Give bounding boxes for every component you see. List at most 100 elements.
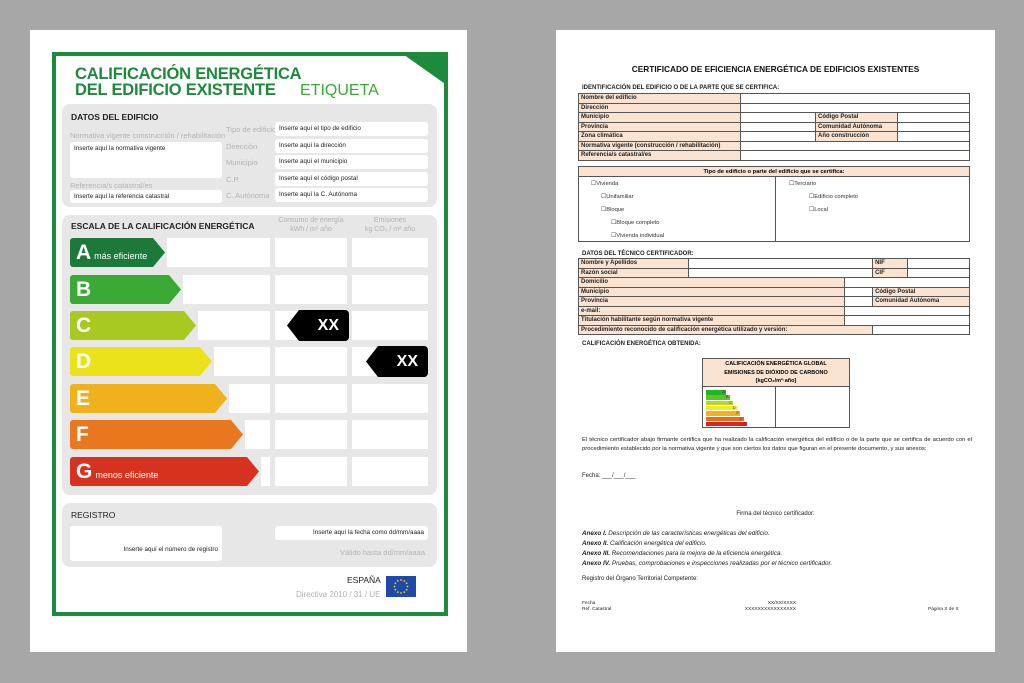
checkbox-label: Vivienda individual — [616, 233, 665, 239]
footer-ref-label: Ref. Catastral — [582, 607, 612, 612]
row-label: e-mail: — [578, 305, 845, 316]
rating-row-fill — [167, 238, 270, 267]
row-value[interactable] — [843, 296, 874, 307]
row-value[interactable] — [897, 131, 970, 142]
row-label: Municipio — [578, 112, 741, 123]
datos-field-label: Tipo de edificio — [226, 125, 277, 134]
tipo-table: Tipo de edificio o parte del edificio qu… — [578, 166, 970, 242]
emisiones-cell — [352, 384, 428, 413]
table-row: e-mail: — [578, 305, 970, 316]
row-value[interactable] — [687, 267, 874, 278]
calificacion-value-cell[interactable] — [783, 391, 843, 425]
rating-row-fill — [261, 457, 270, 486]
row-value[interactable] — [843, 305, 970, 316]
datos-field-label: Dirección — [226, 141, 258, 151]
row-label: Titulación habilitante según normativa v… — [578, 315, 845, 326]
table-row: Normativa vigente (construcción / rehabi… — [578, 140, 970, 151]
row-value[interactable] — [687, 258, 874, 269]
consumo-header-1: Consumo de energía — [278, 217, 344, 224]
row-value[interactable] — [897, 112, 970, 123]
referencia-field[interactable]: Inserte aquí la referencia catastral — [70, 190, 222, 203]
row-value[interactable] — [843, 286, 874, 297]
title-line-1: CALIFICACIÓN ENERGÉTICA — [75, 65, 302, 83]
checkbox-label: Terciario — [794, 181, 817, 187]
datos-field-input[interactable]: Inserte aquí el código postal — [275, 171, 428, 186]
row-value[interactable] — [740, 150, 970, 161]
row-value[interactable] — [907, 258, 970, 269]
table-row: Referencia/s catastral/es — [578, 150, 970, 161]
datos-field-input[interactable]: Inserte aquí el municipio — [275, 155, 428, 169]
row-value[interactable] — [740, 93, 970, 104]
consumo-cell — [275, 238, 347, 267]
datos-field-input[interactable]: Inserte aquí la dirección — [275, 138, 428, 153]
checkbox-edificio-completo[interactable]: ☐Edificio completo — [809, 194, 859, 200]
checkbox-local[interactable]: ☐Local — [809, 207, 829, 213]
mini-rating-bar: D — [706, 405, 737, 411]
registro-fecha-field[interactable]: Inserte aquí la fecha como dd/mm/aaaa — [275, 526, 428, 540]
registro-numero-field[interactable]: Inserte aquí el número de registro — [70, 526, 222, 561]
checkbox-bloque-completo[interactable]: ☐Bloque completo — [611, 220, 660, 226]
table-row: Nombre y Apellidos NIF — [578, 258, 970, 269]
anexo-item: Anexo II. Calificación energética del ed… — [582, 539, 832, 549]
consumo-cell — [275, 420, 347, 449]
footer-labels: Fecha Ref. Catastral — [582, 601, 611, 613]
row-value[interactable] — [740, 102, 970, 113]
table-row: Municipio Código Postal — [578, 286, 970, 297]
firma-label: Firma del técnico certificador: — [736, 511, 815, 517]
table-row: Titulación habilitante según normativa v… — [578, 315, 970, 326]
referencia-label: Referencia/s catastral/es — [70, 181, 153, 190]
row-value[interactable] — [740, 140, 970, 151]
row-value[interactable] — [843, 277, 970, 288]
label-frame — [52, 52, 448, 616]
row-label: Comunidad Autónoma — [815, 121, 898, 132]
emisiones-indicator: XX — [366, 346, 428, 377]
rating-row-fill — [198, 311, 270, 340]
anexo-label: Anexo II. — [582, 540, 609, 547]
fecha-line[interactable]: Fecha: ___/___/___ — [582, 473, 636, 479]
declaration-text: El técnico certificador abajo firmante c… — [582, 437, 972, 452]
tipo-divider — [775, 177, 776, 241]
box-line-3: [kgCO₂/m²·año] — [755, 378, 797, 384]
table-row: Procedimiento reconocido de calificación… — [577, 324, 970, 335]
emisiones-header-2: kg CO₂ / m² año — [364, 226, 416, 233]
anexo-text: Calificación energética del edificio. — [610, 540, 707, 547]
row-value[interactable] — [843, 315, 970, 326]
rating-bar-d: D — [70, 347, 212, 376]
anexo-label: Anexo IV. — [582, 560, 611, 567]
datos-field-input[interactable]: Inserte aquí la C. Autónoma — [275, 188, 428, 202]
row-value[interactable] — [740, 131, 816, 142]
rating-letter: E — [76, 387, 91, 410]
row-value[interactable] — [907, 267, 970, 278]
row-value[interactable] — [897, 121, 970, 132]
datos-field-input[interactable]: Inserte aquí el tipo de edificio — [275, 122, 428, 136]
anexo-text: Recomendaciones para la mejora de la efi… — [611, 550, 783, 557]
datos-panel: DATOS DEL EDIFICIO Normativa vigente con… — [62, 104, 437, 207]
row-value[interactable] — [740, 121, 816, 132]
rating-bar-e: E — [70, 384, 227, 413]
checkbox-label: Bloque completo — [616, 220, 660, 226]
row-label: Dirección — [578, 102, 741, 113]
footer-fecha-label: Fecha — [582, 601, 596, 606]
page-number: Página X de X — [928, 607, 959, 612]
datos-heading: DATOS DEL EDIFICIO — [71, 112, 159, 122]
row-value[interactable] — [740, 112, 816, 123]
row-value[interactable] — [872, 324, 970, 335]
rating-letter: C — [76, 314, 92, 337]
normativa-field[interactable]: Inserte aquí la normativa vigente — [70, 142, 222, 178]
checkbox-unifamiliar[interactable]: ☐Unifamiliar — [601, 194, 634, 200]
checkbox-vivienda[interactable]: ☐Vivienda — [591, 181, 619, 187]
checkbox-vivienda-individual[interactable]: ☐Vivienda individual — [611, 233, 665, 239]
emisiones-cell — [352, 238, 428, 267]
checkbox-label: Unifamiliar — [606, 194, 634, 200]
table-row: Provincia Comunidad Autónoma — [578, 296, 970, 307]
datos-field-label: C. Autónoma — [226, 191, 270, 200]
rating-row-fill — [214, 347, 270, 376]
anexo-text: Pruebas, comprobaciones e inspecciones r… — [611, 560, 833, 567]
consumo-cell — [275, 384, 347, 413]
row-label: Razón social — [578, 267, 689, 278]
registro-panel: REGISTRO Inserte aquí el número de regis… — [62, 503, 437, 567]
checkbox-bloque[interactable]: ☐Bloque — [601, 207, 625, 213]
checkbox-terciario[interactable]: ☐Terciario — [789, 181, 817, 187]
